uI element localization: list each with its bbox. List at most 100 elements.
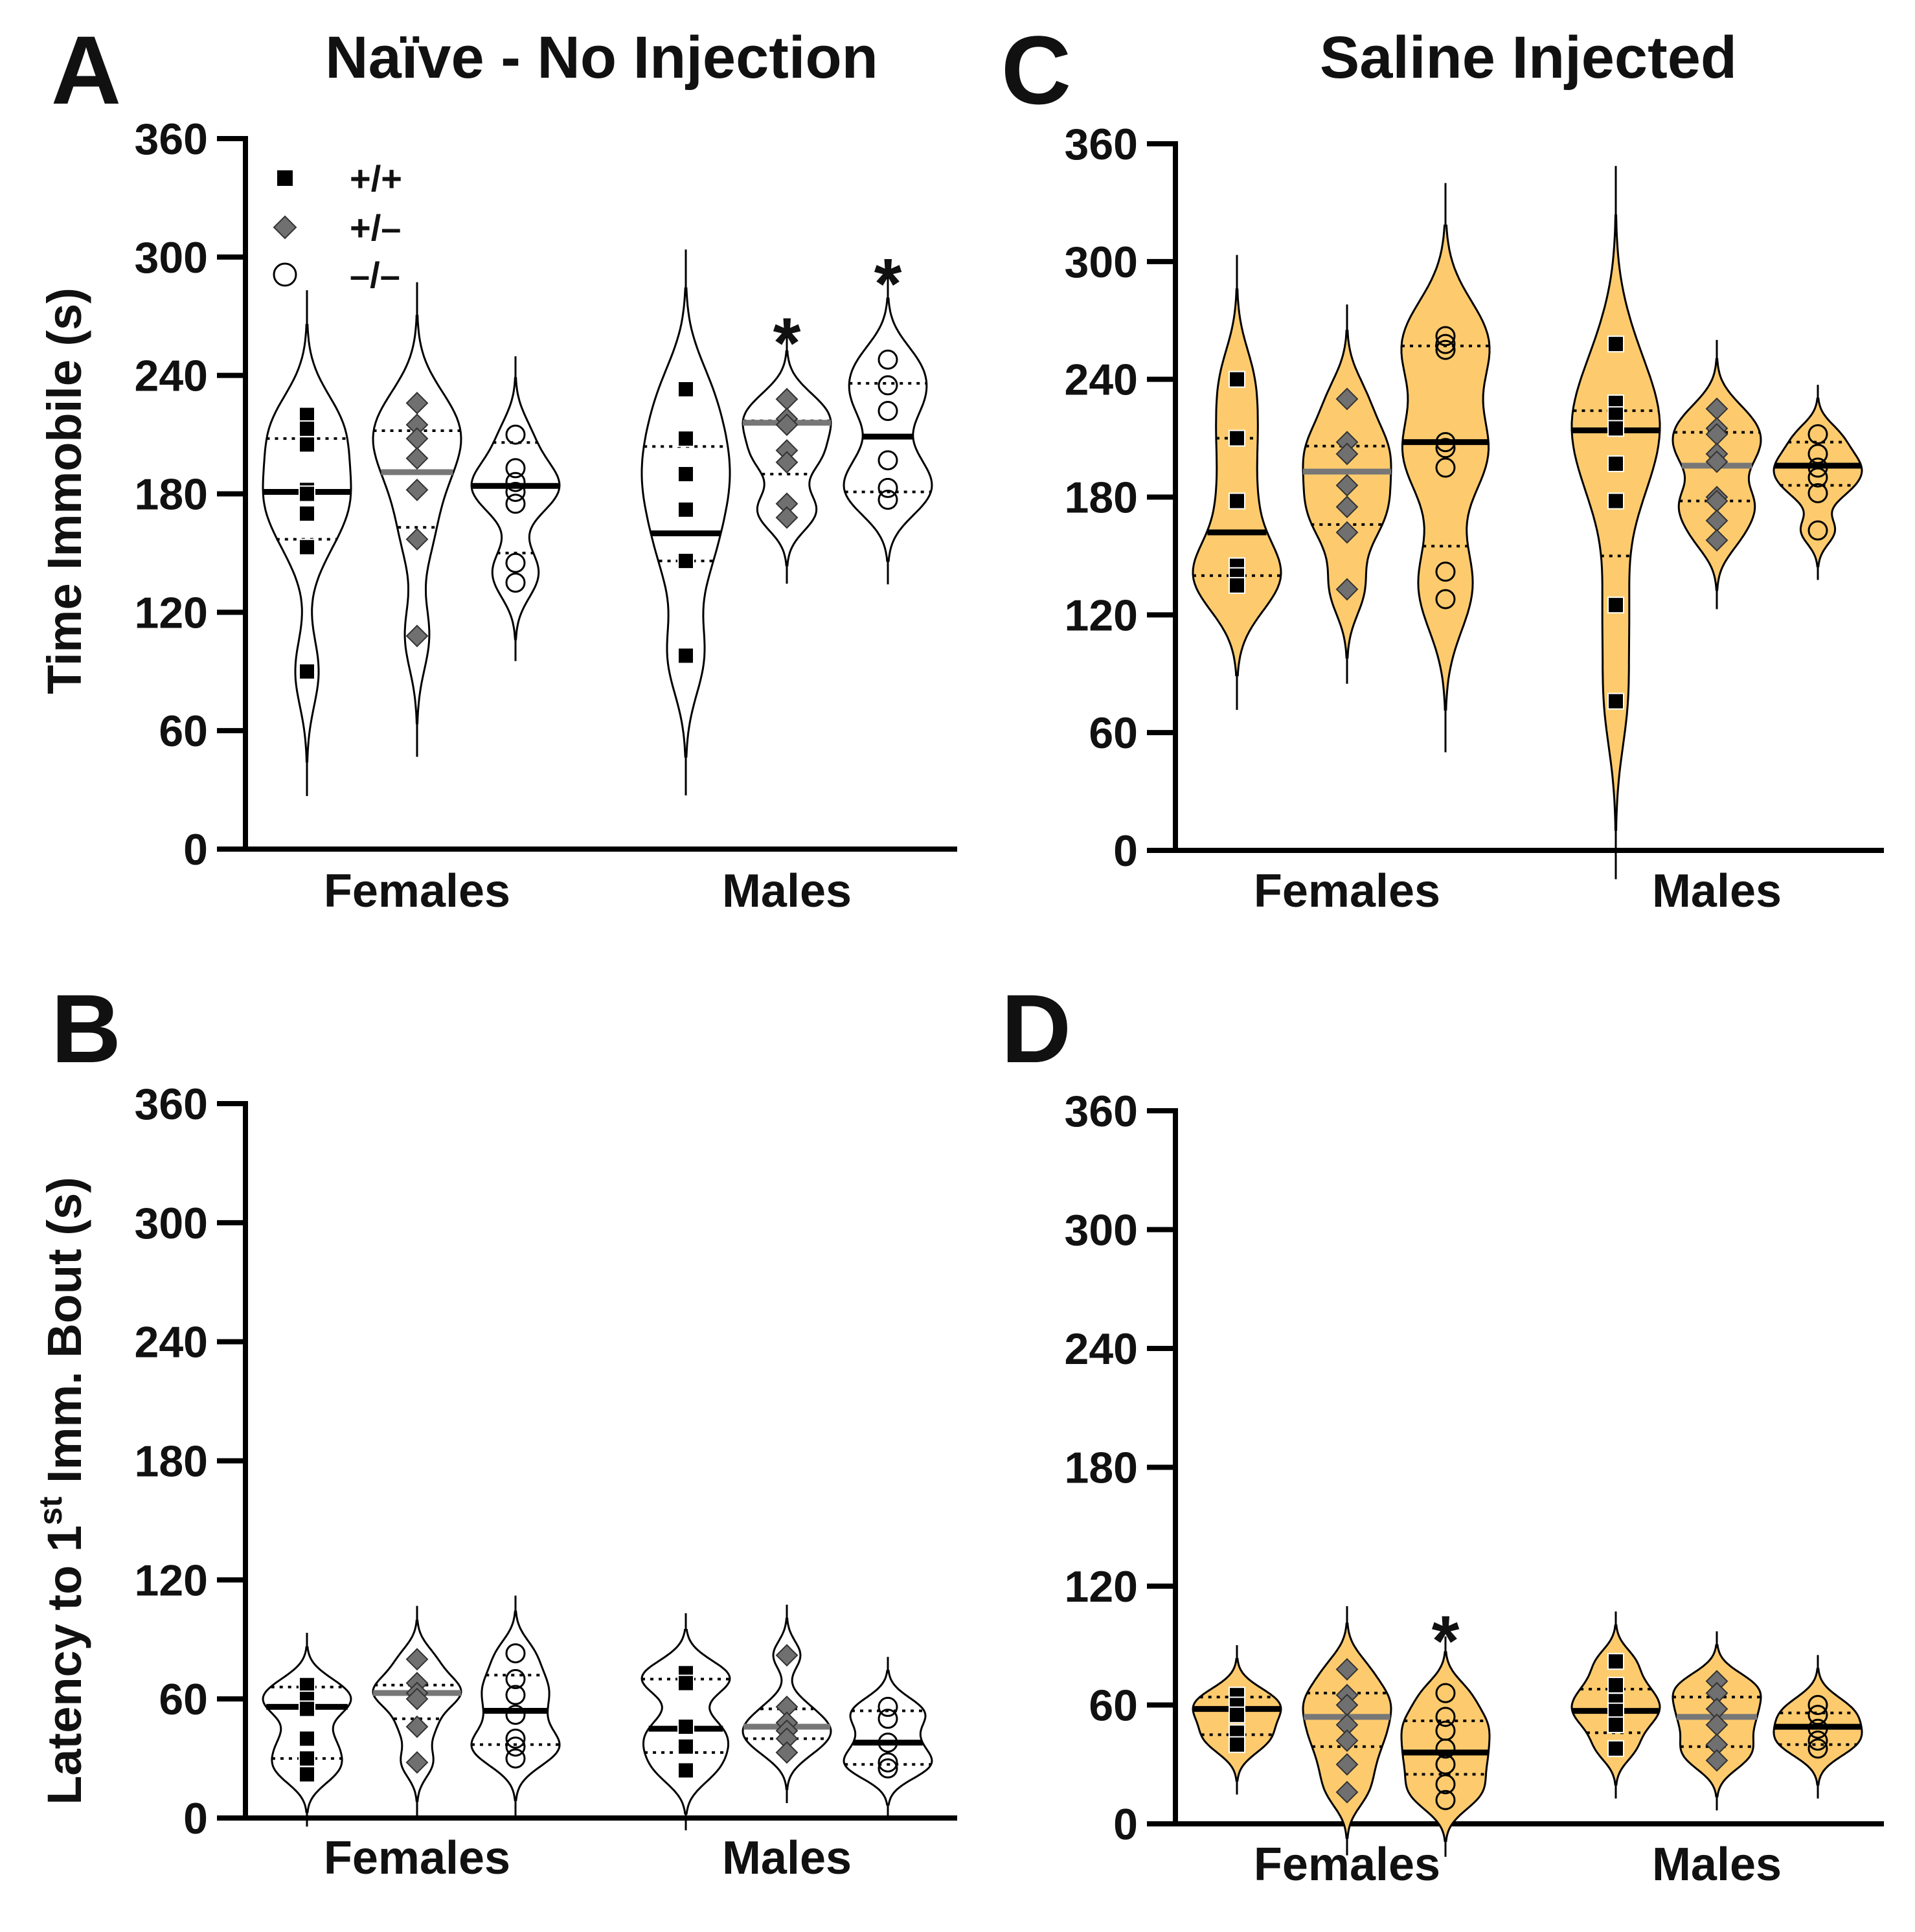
- y-axis-label-text: Latency to 1: [38, 1525, 91, 1805]
- data-point-circle: [505, 1748, 526, 1769]
- data-point-circle: [1435, 326, 1456, 347]
- data-point-diamond: [775, 1741, 799, 1764]
- violin-body: [262, 1646, 352, 1813]
- data-point-circle: [1807, 520, 1828, 541]
- violin-group: [372, 282, 462, 757]
- legend-diamond-icon: [273, 215, 297, 240]
- data-point-diamond: [1335, 495, 1359, 519]
- violin-body: [1400, 224, 1491, 711]
- data-point-circle: [1807, 1718, 1828, 1739]
- data-point-circle: [1435, 1754, 1456, 1775]
- data-point-diamond: [405, 1648, 429, 1671]
- data-point-diamond: [1335, 1658, 1359, 1681]
- data-point-diamond: [775, 451, 799, 474]
- significance-asterisk: *: [874, 244, 902, 324]
- data-point-circle: [878, 401, 898, 422]
- y-axis-label: Latency to 1st Imm. Bout (s): [32, 1177, 91, 1805]
- data-point-circle: [878, 450, 898, 471]
- data-point-diamond: [775, 1644, 799, 1667]
- data-point-diamond: [1335, 1753, 1359, 1776]
- data-point-diamond: [1335, 578, 1359, 601]
- y-tick-label: 240: [135, 1318, 208, 1367]
- data-point-circle: [878, 1752, 898, 1773]
- legend-circle-icon: [273, 262, 297, 287]
- y-tick-label: 180: [135, 1437, 208, 1486]
- data-point-diamond: [405, 1715, 429, 1738]
- y-tick-label: 120: [1065, 1562, 1138, 1611]
- data-point-square: [1607, 1676, 1624, 1694]
- data-point-square: [299, 505, 315, 522]
- y-tick-label: 0: [183, 825, 208, 874]
- violin-group: [742, 333, 832, 584]
- violin-group: [1400, 1636, 1491, 1857]
- data-point-circle: [1435, 1774, 1456, 1795]
- data-point-diamond: [1705, 1749, 1728, 1772]
- panel-letter: D: [1001, 974, 1071, 1083]
- significance-asterisk: *: [773, 304, 801, 383]
- violin-group: [1671, 1631, 1762, 1811]
- data-point-diamond: [1705, 450, 1728, 473]
- data-point-circle: [1807, 1738, 1828, 1759]
- violin-group: [1570, 1611, 1661, 1799]
- y-tick-label: 360: [1065, 120, 1138, 169]
- y-tick-label: 360: [135, 1080, 208, 1129]
- data-point-circle: [1435, 1738, 1456, 1759]
- y-tick-label: 60: [1089, 1681, 1138, 1731]
- data-point-square: [677, 466, 694, 483]
- data-point-square: [1607, 406, 1624, 424]
- data-point-square: [1607, 597, 1624, 614]
- y-axis-label-end: Imm. Bout (s): [38, 1177, 91, 1496]
- data-point-square: [1229, 492, 1245, 510]
- data-point-circle: [505, 1705, 526, 1725]
- data-point-square: [1607, 455, 1624, 472]
- data-point-square: [299, 1750, 315, 1767]
- data-point-circle: [1435, 438, 1456, 459]
- y-tick-label: 180: [135, 470, 208, 519]
- y-tick-label: 300: [1065, 238, 1138, 287]
- panel-title: Saline Injected: [1320, 25, 1737, 91]
- data-point-square: [299, 538, 315, 556]
- violin-body: [470, 377, 561, 641]
- data-point-diamond: [1335, 1780, 1359, 1804]
- data-point-circle: [505, 552, 526, 573]
- legend-label: –/–: [350, 255, 400, 295]
- data-point-circle: [878, 1696, 898, 1717]
- data-point-circle: [1807, 444, 1828, 464]
- data-point-diamond: [1705, 528, 1728, 552]
- x-category-label: Females: [1254, 865, 1440, 917]
- y-axis-label-text: Time Immobile (s): [38, 288, 91, 694]
- data-point-circle: [505, 424, 526, 445]
- data-point-circle: [1435, 457, 1456, 478]
- x-category-label: Males: [1652, 1839, 1782, 1891]
- data-point-circle: [878, 1758, 898, 1779]
- y-tick-label: 240: [135, 352, 208, 401]
- y-axis-label: Time Immobile (s): [38, 288, 91, 694]
- y-tick-label: 180: [1065, 1444, 1138, 1493]
- data-point-square: [1607, 1653, 1624, 1670]
- data-point-circle: [1435, 562, 1456, 582]
- panel-letter: B: [51, 974, 121, 1083]
- data-point-diamond: [1335, 442, 1359, 466]
- violin-body: [843, 297, 933, 562]
- data-point-diamond: [1335, 387, 1359, 411]
- y-tick-label: 180: [1065, 473, 1138, 523]
- data-point-square: [677, 1718, 694, 1736]
- data-point-circle: [505, 472, 526, 492]
- x-category-label: Males: [722, 865, 852, 917]
- violin-group: [1302, 304, 1392, 684]
- data-point-circle: [505, 1728, 526, 1749]
- violin-group: [1671, 339, 1762, 609]
- data-point-diamond: [405, 478, 429, 501]
- data-point-circle: [1807, 483, 1828, 503]
- violin-body: [1671, 358, 1762, 591]
- panel-c: C Saline Injected 0 60 120 180 240 300 360 Female…: [1001, 16, 1884, 917]
- data-point-square: [1607, 492, 1624, 510]
- legend-label: +/–: [350, 207, 401, 248]
- data-point-square: [299, 1676, 315, 1694]
- x-category-label: Males: [1652, 865, 1782, 917]
- data-point-diamond: [1335, 1729, 1359, 1752]
- y-tick-label: 120: [1065, 591, 1138, 640]
- y-tick-label: 300: [135, 233, 208, 282]
